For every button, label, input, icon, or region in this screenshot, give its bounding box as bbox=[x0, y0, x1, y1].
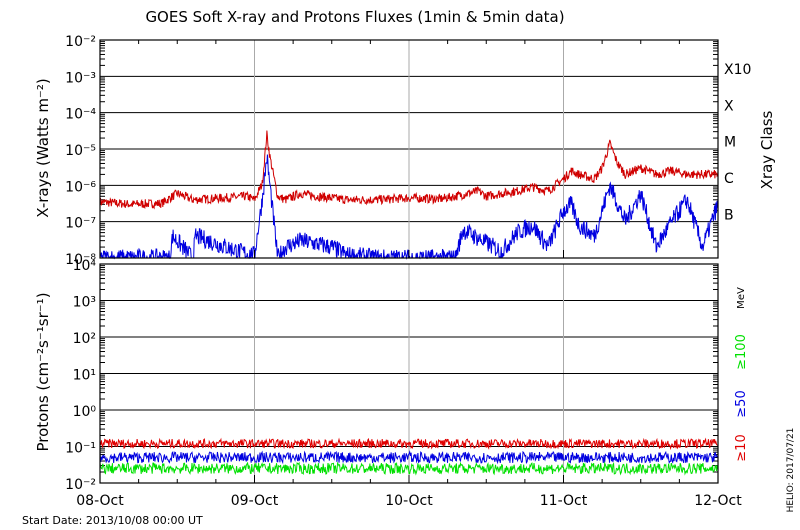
y-tick-label: 10⁻⁶ bbox=[65, 179, 96, 195]
xray-class-label: X10 bbox=[724, 62, 751, 78]
proton-y-axis-label: Protons (cm⁻²s⁻¹sr⁻¹) bbox=[34, 292, 52, 451]
y-tick-label: 10⁻¹ bbox=[65, 441, 96, 457]
credit-label: HELIO: 2017/07/21 bbox=[786, 428, 796, 513]
proton-series-1 bbox=[99, 450, 719, 465]
proton-series-2 bbox=[99, 461, 719, 476]
legend-p10: ≥10 bbox=[734, 434, 749, 461]
y-tick-label: 10⁻⁵ bbox=[65, 143, 96, 159]
proton-unit-label: MeV bbox=[736, 287, 747, 309]
y-tick-label: 10³ bbox=[73, 295, 96, 311]
proton-series-0 bbox=[99, 437, 719, 451]
xray-class-label: C bbox=[724, 171, 734, 187]
legend-p50: ≥50 bbox=[734, 390, 749, 417]
proton-panel: 10⁻² 10⁻¹ 10⁰ 10¹ 10² 10³ 10⁴ 08-Oct 09-Oct 10-Oc… bbox=[65, 258, 742, 509]
x-tick-label: 12-Oct bbox=[694, 493, 742, 509]
xray-class-label: X bbox=[724, 98, 734, 114]
x-tick-label: 11-Oct bbox=[540, 493, 588, 509]
legend-p100: ≥100 bbox=[734, 334, 749, 370]
x-tick-label: 10-Oct bbox=[385, 493, 433, 509]
y-tick-label: 10⁻⁴ bbox=[65, 107, 96, 123]
chart-title: GOES Soft X-ray and Protons Fluxes (1min… bbox=[145, 8, 564, 26]
y-tick-label: 10⁻⁷ bbox=[65, 216, 96, 232]
x-tick-label: 09-Oct bbox=[231, 493, 279, 509]
xray-series-0 bbox=[99, 130, 719, 210]
x-tick-label: 08-Oct bbox=[76, 493, 124, 509]
xray-class-axis-label: Xray Class bbox=[758, 110, 776, 189]
y-tick-label: 10⁰ bbox=[73, 404, 97, 420]
y-tick-label: 10² bbox=[73, 331, 96, 347]
y-tick-label: 10⁻² bbox=[65, 477, 96, 493]
xray-class-label: B bbox=[724, 207, 734, 223]
xray-y-axis-label: X-rays (Watts m⁻²) bbox=[34, 78, 52, 217]
y-tick-label: 10⁴ bbox=[73, 258, 97, 274]
start-date: Start Date: 2013/10/08 00:00 UT bbox=[22, 514, 203, 527]
y-tick-label: 10¹ bbox=[73, 368, 96, 384]
xray-panel: 10⁻⁸ 10⁻⁷ 10⁻⁶ 10⁻⁵ 10⁻⁴ 10⁻³ 10⁻² B C M X X10 bbox=[65, 34, 751, 268]
y-tick-label: 10⁻² bbox=[65, 34, 96, 50]
y-tick-label: 10⁻⁸ bbox=[65, 252, 96, 268]
y-tick-label: 10⁻³ bbox=[65, 70, 96, 86]
xray-class-label: M bbox=[724, 135, 736, 151]
